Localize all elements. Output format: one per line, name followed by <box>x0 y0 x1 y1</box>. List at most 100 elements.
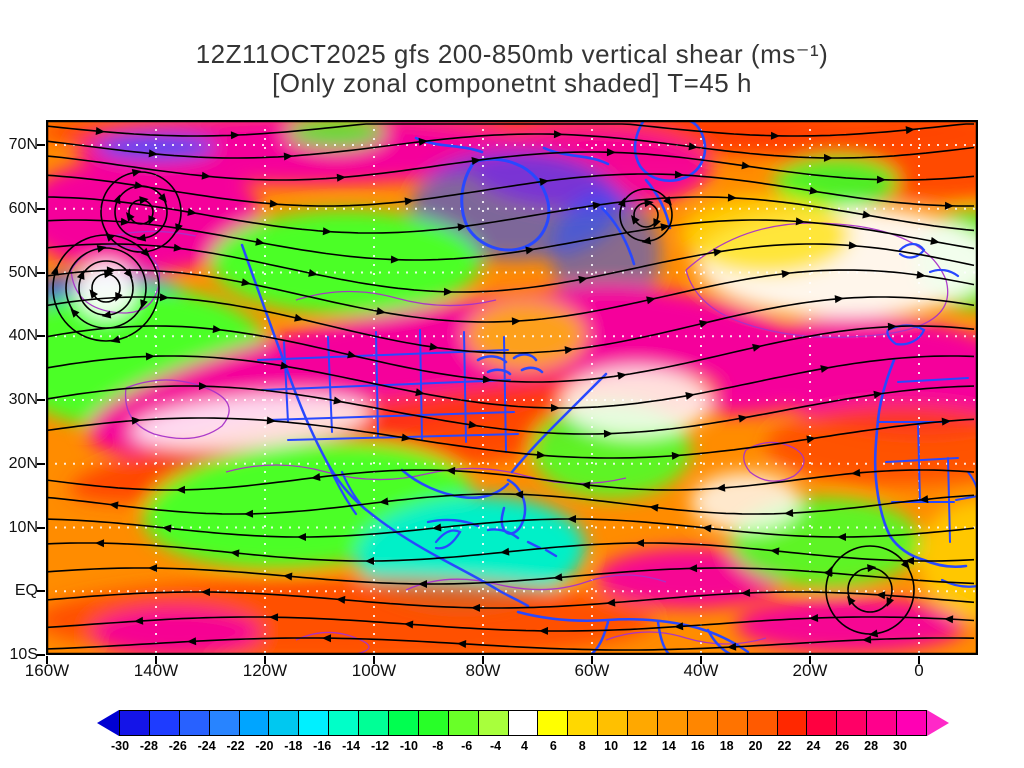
streamlines <box>46 123 975 651</box>
colorbar-tick-label: -16 <box>313 739 332 753</box>
colorbar-tick-label: -22 <box>226 739 245 753</box>
colorbar-segment <box>836 711 867 735</box>
colorbar-right-arrow <box>927 710 950 736</box>
colorbar-segment <box>417 711 448 735</box>
colorbar-segment <box>148 711 179 735</box>
lat-tick-label: 10N <box>8 518 38 536</box>
colorbar-segment <box>716 711 747 735</box>
lon-tick-mark <box>46 656 48 664</box>
colorbar-tick-label: -30 <box>110 739 130 753</box>
colorbar-segment <box>896 711 927 735</box>
colorbar-tick-label: -14 <box>342 739 361 753</box>
lat-tick-label: 70N <box>8 136 38 153</box>
colorbar-tick-label: 30 <box>893 739 907 753</box>
colorbar-left-arrow <box>97 710 119 736</box>
colorbar-tick-label: -4 <box>489 739 502 753</box>
colorbar-tick-label: 8 <box>578 739 586 753</box>
colorbar-segment <box>507 711 538 735</box>
colorbar-segment <box>358 711 389 735</box>
colorbar-segment <box>388 711 418 735</box>
lon-tick-mark <box>700 656 702 664</box>
lat-tick-mark <box>37 144 45 146</box>
lat-tick-mark <box>37 271 45 274</box>
lat-tick-label: 10S <box>9 646 38 663</box>
colorbar-tick-label: 24 <box>806 739 821 753</box>
colorbar-segment <box>120 711 149 735</box>
lon-tick-mark <box>373 656 375 664</box>
lon-tick-label: 60W <box>574 661 610 680</box>
colorbar-tick-label: -8 <box>432 739 444 753</box>
lat-tick-label: EQ <box>14 582 38 600</box>
colorbar-tick-label: -24 <box>197 739 216 753</box>
colorbar-segment <box>776 711 807 735</box>
colorbar-segment <box>627 711 658 735</box>
colorbar-tick-label: -10 <box>399 739 418 753</box>
lon-tick-label: 120W <box>242 661 288 680</box>
colorbar-bar <box>97 710 950 736</box>
colorbar-tick-label: 20 <box>748 739 763 753</box>
colorbar-segment <box>866 711 897 735</box>
map-outlines <box>240 120 978 655</box>
plot-frame <box>46 120 978 655</box>
lat-tick-label: 20N <box>8 454 38 472</box>
colorbar-tick-label: -28 <box>139 739 158 753</box>
colorbar-segment <box>208 711 239 735</box>
lat-tick-label: 50N <box>8 263 38 281</box>
colorbar-tick-label: 4 <box>520 739 528 753</box>
colorbar-segment <box>597 711 628 735</box>
colorbar-segment <box>746 711 777 735</box>
colorbar-tick-label: -26 <box>168 739 187 753</box>
lon-tick-label: 100W <box>351 661 397 680</box>
colorbar-tick-label: 22 <box>777 739 792 753</box>
lon-tick-label: 140W <box>133 661 179 680</box>
colorbar-tick-label: 28 <box>864 739 879 753</box>
colorbar-segment <box>537 711 568 735</box>
lat-tick-label: 60N <box>8 199 38 217</box>
lat-tick-label: 30N <box>8 391 38 408</box>
colorbar-segments <box>119 710 928 736</box>
map-plot: 70N 60N 50N 40N 30N 20N 10N EQ 10S 160W 140W 120W 1… <box>9 120 978 680</box>
lon-tick-mark <box>918 656 920 664</box>
lat-tick-mark <box>37 590 45 593</box>
colorbar-segment <box>328 711 359 735</box>
colorbar: -30 -28 -26 -24 -22 -20 -18 -16 -14 -12 -10 -8 -6 -4 4… <box>0 710 1024 762</box>
lon-tick-label: 20W <box>792 661 828 680</box>
colorbar-tick-label: -20 <box>255 739 274 753</box>
lat-tick-mark <box>37 335 45 338</box>
lat-tick-label: 40N <box>8 327 38 345</box>
shear-map-canvas <box>46 120 978 655</box>
colorbar-tick-label: 26 <box>835 739 850 753</box>
colorbar-tick-label: 10 <box>604 739 619 753</box>
colorbar-tick-label: 14 <box>661 739 676 753</box>
colorbar-tick-label: 18 <box>719 739 734 753</box>
colorbar-segment <box>178 711 209 735</box>
colorbar-segment <box>447 711 478 735</box>
lon-tick-mark <box>482 656 484 664</box>
colorbar-segment <box>657 711 687 735</box>
colorbar-tick-label: -6 <box>461 739 473 753</box>
colorbar-segment <box>686 711 717 735</box>
lat-tick-mark <box>37 462 45 465</box>
chart-title: 12Z11OCT2025 gfs 200-850mb vertical shea… <box>195 39 829 69</box>
chart-titles: 12Z11OCT2025 gfs 200-850mb vertical shea… <box>0 40 1024 98</box>
lon-tick-mark <box>155 656 157 664</box>
colorbar-segment <box>806 711 837 735</box>
lon-tick-label: 160W <box>24 661 70 680</box>
chart-subtitle: [Only zonal componetnt shaded] T=45 h <box>272 68 752 98</box>
lat-tick-mark <box>37 207 45 210</box>
colorbar-tick-label: -12 <box>370 739 390 753</box>
colorbar-tick-label: 16 <box>690 739 705 753</box>
colorbar-segment <box>298 711 329 735</box>
colorbar-segment <box>238 711 269 735</box>
colorbar-tick-label: 12 <box>633 739 647 753</box>
lat-tick-mark <box>37 526 45 529</box>
lon-tick-mark <box>264 656 266 664</box>
lon-tick-mark <box>591 656 593 664</box>
colorbar-segment <box>477 711 508 735</box>
lon-tick-label: 40W <box>683 661 719 680</box>
colorbar-segment <box>268 711 299 735</box>
colorbar-segment <box>567 711 598 735</box>
lon-tick-mark <box>809 656 811 664</box>
colorbar-tick-label: -18 <box>284 739 303 753</box>
